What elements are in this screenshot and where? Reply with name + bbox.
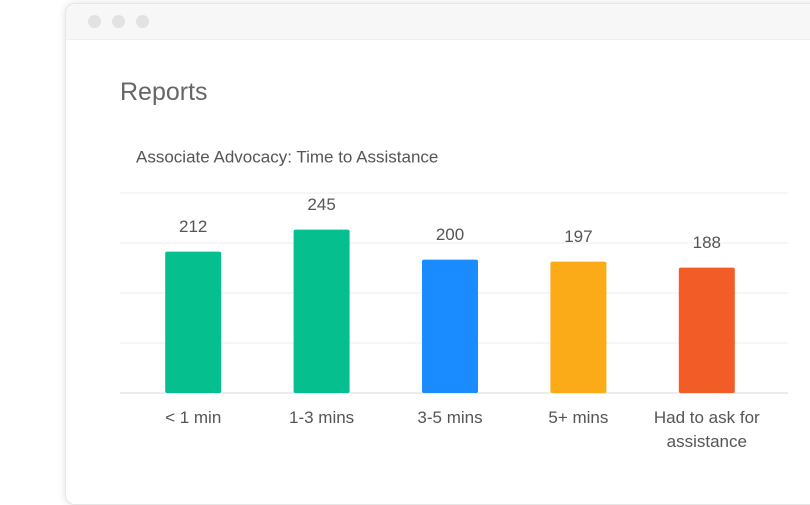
- chart-title: Associate Advocacy: Time to Assistance: [136, 147, 438, 166]
- bar: [293, 229, 350, 393]
- x-tick-label: < 1 min: [165, 408, 222, 427]
- window-dot[interactable]: [136, 15, 149, 28]
- x-tick-label: Had to ask for assistance: [653, 408, 760, 451]
- value-label: 212: [179, 217, 207, 236]
- value-label: 200: [436, 225, 464, 244]
- page-title: Reports: [120, 78, 208, 106]
- x-tick-label: 3-5 mins: [417, 408, 483, 427]
- title-bar: [66, 4, 810, 40]
- value-label: 197: [564, 227, 592, 246]
- x-tick-label: 5+ mins: [548, 408, 609, 427]
- x-tick-label: 1-3 mins: [289, 408, 355, 427]
- bar: [165, 251, 222, 393]
- value-label: 245: [307, 195, 335, 214]
- bar: [678, 267, 735, 393]
- window-dot[interactable]: [88, 15, 101, 28]
- window-dot[interactable]: [112, 15, 125, 28]
- page: Reports Associate Advocacy: Time to Assi…: [65, 3, 810, 505]
- bar: [550, 261, 607, 393]
- value-label: 188: [693, 233, 721, 252]
- chart: Associate Advocacy: Time to Assistance 2…: [120, 147, 788, 394]
- bar: [422, 259, 478, 393]
